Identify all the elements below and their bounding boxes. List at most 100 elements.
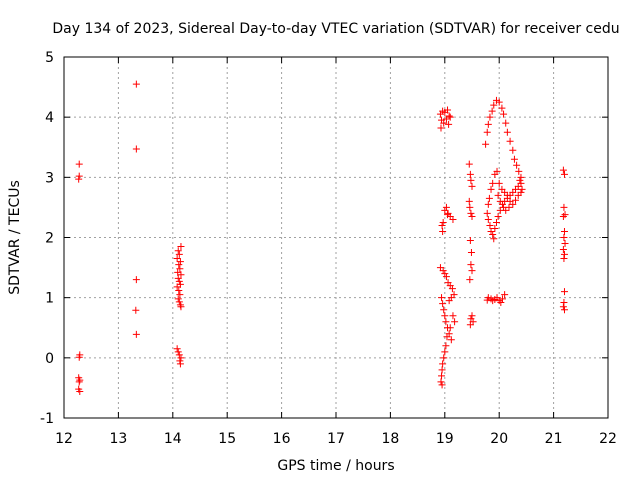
data-point [503, 128, 511, 136]
data-point [487, 227, 495, 235]
data-point [560, 234, 568, 241]
data-point [448, 285, 456, 293]
data-point [503, 191, 511, 199]
data-point [438, 294, 446, 302]
x-tick-label: 21 [545, 431, 563, 447]
data-point [467, 261, 475, 269]
data-point [468, 312, 476, 320]
data-point [560, 227, 568, 235]
data-point [490, 101, 498, 109]
data-point [438, 366, 446, 374]
data-point [176, 265, 184, 273]
x-tick-label: 14 [164, 431, 182, 447]
data-point [442, 342, 450, 350]
data-point [502, 119, 510, 127]
data-point [486, 221, 494, 229]
y-tick-label: 3 [45, 170, 54, 186]
data-point [467, 249, 475, 257]
data-point [438, 221, 446, 229]
data-point [482, 140, 490, 148]
data-point [175, 286, 183, 294]
y-tick-label: -1 [40, 411, 54, 427]
data-point [444, 211, 452, 219]
data-point [466, 237, 474, 245]
data-point [467, 209, 475, 217]
data-point [485, 194, 493, 202]
data-point [442, 273, 450, 281]
y-tick-label: 4 [45, 110, 54, 126]
data-point [75, 172, 83, 180]
data-point [175, 261, 183, 269]
data-point [561, 211, 569, 219]
data-point [437, 124, 445, 132]
data-point [486, 113, 494, 121]
data-point [483, 128, 491, 136]
x-axis-title: GPS time / hours [277, 458, 394, 474]
data-point [468, 182, 476, 190]
y-tick-label: 5 [45, 50, 54, 66]
data-point [466, 276, 474, 284]
data-point [494, 212, 502, 220]
data-point [175, 250, 183, 258]
data-point [442, 203, 450, 211]
data-point [174, 295, 182, 303]
data-point [560, 255, 568, 263]
data-point [502, 206, 510, 214]
x-tick-label: 22 [599, 431, 617, 447]
y-axis-title: SDTVAR / TECUs [7, 180, 23, 295]
data-point [559, 212, 567, 220]
x-tick-label: 13 [109, 431, 127, 447]
chart-title: Day 134 of 2023, Sidereal Day-to-day VTE… [52, 21, 619, 37]
data-point [449, 312, 457, 320]
data-point [484, 215, 492, 223]
data-point [483, 296, 491, 304]
data-point [515, 167, 523, 175]
x-tick-label: 16 [273, 431, 291, 447]
data-point [132, 80, 140, 88]
data-point [559, 303, 567, 311]
data-point [442, 318, 450, 326]
data-point [439, 267, 447, 275]
data-point [173, 345, 181, 353]
data-point [495, 297, 503, 305]
data-point [560, 306, 568, 314]
data-point [76, 376, 84, 384]
data-point [560, 288, 568, 296]
data-point [439, 360, 447, 368]
data-point [174, 247, 182, 255]
data-point [496, 197, 504, 205]
data-point [175, 298, 183, 306]
data-point [465, 197, 473, 205]
data-point [439, 300, 447, 308]
data-point [174, 274, 182, 282]
data-point [513, 161, 521, 169]
data-point [561, 240, 569, 248]
data-point [493, 167, 501, 175]
data-point [437, 378, 445, 386]
y-tick-label: 1 [45, 291, 54, 307]
data-point [560, 203, 568, 211]
data-point [441, 206, 449, 214]
data-point [498, 104, 506, 112]
data-point [487, 185, 495, 193]
data-point [517, 179, 525, 187]
data-point [176, 357, 184, 365]
data-point [510, 155, 518, 163]
data-point [506, 137, 514, 145]
data-point [177, 271, 185, 279]
data-point [176, 291, 184, 299]
data-point [75, 378, 83, 386]
x-tick-label: 18 [381, 431, 399, 447]
data-point [500, 110, 508, 118]
data-point [75, 175, 83, 183]
data-point [491, 224, 499, 232]
data-point [132, 145, 140, 153]
y-tick-label: 2 [45, 231, 54, 247]
data-point [440, 354, 448, 362]
data-point [446, 324, 454, 332]
data-point [490, 235, 498, 243]
data-point [560, 170, 568, 178]
x-tick-label: 12 [55, 431, 73, 447]
data-point [560, 250, 568, 258]
